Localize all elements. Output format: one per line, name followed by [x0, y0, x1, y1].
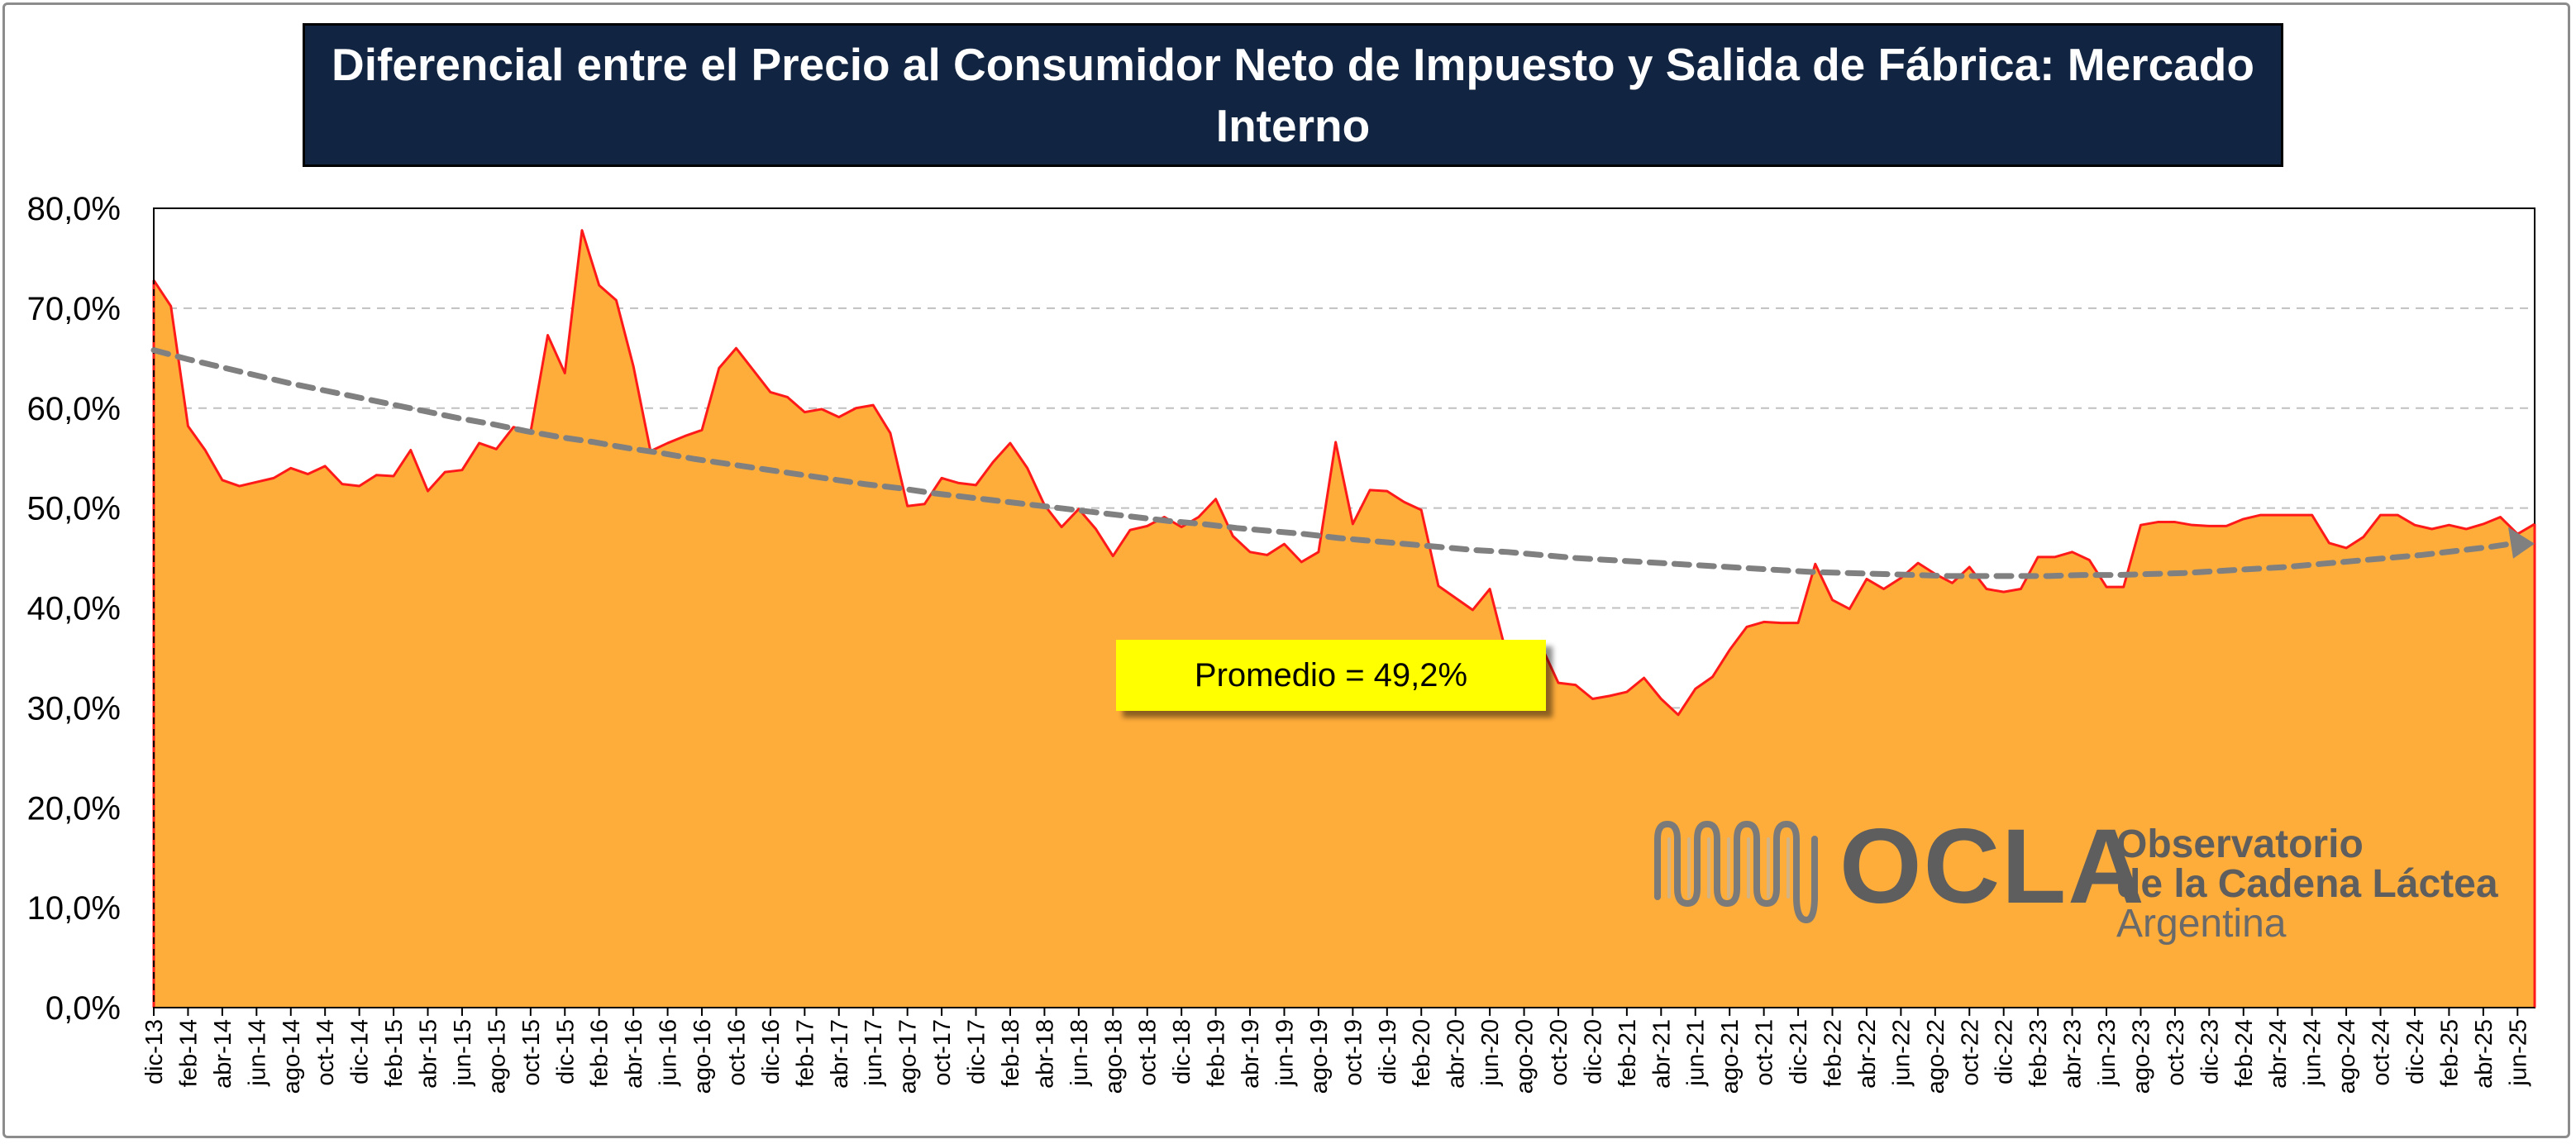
x-tick-label: abr-21 [1648, 1019, 1675, 1089]
x-tick-label: oct-21 [1752, 1019, 1778, 1086]
x-tick-label: dic-19 [1375, 1019, 1401, 1084]
x-tick-label: feb-15 [381, 1019, 408, 1087]
x-tick-label: ago-23 [2128, 1019, 2154, 1094]
x-tick-label: abr-18 [1032, 1019, 1058, 1089]
y-tick-label: 70,0% [27, 291, 121, 327]
x-tick-label: oct-24 [2368, 1019, 2395, 1086]
x-tick-label: dic-16 [758, 1019, 785, 1084]
x-tick-label: abr-15 [416, 1019, 442, 1089]
x-tick-label: oct-16 [723, 1019, 750, 1086]
plot-area: 0,0% 10,0% 20,0% 30,0% 40,0% 50,0% 60,0% 70,0% 8… [27, 191, 2536, 1094]
x-tick-label: jun-18 [1066, 1019, 1093, 1087]
x-tick-label: ago-17 [895, 1019, 922, 1094]
x-tick-label: dic-24 [2402, 1019, 2429, 1084]
logo-acronym: OCLA [1839, 808, 2146, 926]
ocla-logo-icon [1654, 820, 1818, 924]
x-tick-label: oct-20 [1546, 1019, 1572, 1086]
x-tick-label: abr-17 [827, 1019, 853, 1089]
x-tick-label: dic-15 [552, 1019, 579, 1084]
x-tick-label: abr-24 [2265, 1019, 2292, 1089]
x-tick-label: jun-22 [1888, 1019, 1915, 1087]
x-tick-label: jun-20 [1477, 1019, 1504, 1087]
x-tick-label: feb-16 [587, 1019, 613, 1087]
x-tick-label: dic-22 [1992, 1019, 2018, 1084]
x-tick-label: dic-21 [1786, 1019, 1812, 1084]
x-tick-label: dic-20 [1580, 1019, 1606, 1084]
x-tick-label: jun-23 [2094, 1019, 2120, 1087]
x-tick-label: feb-14 [175, 1019, 202, 1087]
y-tick-label: 60,0% [27, 391, 121, 427]
x-tick-label: abr-25 [2471, 1019, 2497, 1089]
x-tick-label: abr-16 [621, 1019, 647, 1089]
x-tick-label: jun-15 [450, 1019, 476, 1087]
average-annotation: Promedio = 49,2% [1116, 640, 1546, 711]
trend-arrowhead [2508, 527, 2535, 559]
x-tick-label: oct-23 [2163, 1019, 2189, 1086]
x-tick-label: jun-16 [656, 1019, 682, 1087]
x-tick-label: dic-18 [1169, 1019, 1195, 1084]
x-tick-label: dic-17 [964, 1019, 990, 1084]
x-tick-label: oct-17 [929, 1019, 956, 1086]
chart-title-box: Diferencial entre el Precio al Consumido… [303, 23, 2283, 167]
x-tick-label: abr-20 [1443, 1019, 1470, 1089]
y-tick-label: 20,0% [27, 790, 121, 827]
y-tick-label: 80,0% [27, 191, 121, 227]
x-tick-label: ago-21 [1717, 1019, 1744, 1094]
x-tick-label: dic-23 [2197, 1019, 2223, 1084]
x-tick-label: abr-19 [1238, 1019, 1264, 1089]
x-tick-label: jun-21 [1683, 1019, 1710, 1087]
x-tick-label: feb-17 [792, 1019, 818, 1087]
y-tick-label: 0,0% [45, 990, 121, 1027]
x-tick-label: jun-19 [1271, 1019, 1298, 1087]
x-tick-label: jun-25 [2505, 1019, 2531, 1087]
x-tick-label: feb-21 [1615, 1019, 1641, 1087]
x-tick-label: abr-23 [2060, 1019, 2087, 1089]
trend-line [150, 347, 2526, 579]
x-tick-label: jun-24 [2300, 1019, 2326, 1087]
chart-title: Diferencial entre el Precio al Consumido… [332, 39, 2254, 151]
average-annotation-text: Promedio = 49,2% [1194, 656, 1468, 694]
logo-line-2: de la Cadena Láctea [2116, 862, 2498, 906]
x-tick-label: ago-22 [1923, 1019, 1949, 1094]
series-line [152, 229, 2535, 717]
x-tick-label: feb-18 [998, 1019, 1024, 1087]
x-tick-label: oct-22 [1957, 1019, 1983, 1086]
y-tick-label: 10,0% [27, 890, 121, 927]
x-tick-label: abr-22 [1854, 1019, 1881, 1089]
logo-line-1: Observatorio [2116, 822, 2364, 866]
x-tick-label: ago-20 [1512, 1019, 1538, 1094]
x-tick-label: feb-24 [2231, 1019, 2258, 1087]
y-tick-label: 40,0% [27, 591, 121, 627]
y-tick-label: 30,0% [27, 690, 121, 727]
x-tick-label: ago-15 [484, 1019, 510, 1094]
x-tick-label: ago-18 [1100, 1019, 1127, 1094]
x-tick-label: ago-16 [689, 1019, 716, 1094]
x-tick-label: feb-23 [2025, 1019, 2052, 1087]
series-area [154, 230, 2535, 1008]
x-tick-label: jun-14 [244, 1019, 270, 1087]
x-tick-label: abr-14 [210, 1019, 236, 1089]
x-tick-label: oct-18 [1135, 1019, 1162, 1086]
logo-organization-name: Observatorio de la Cadena Láctea Argenti… [2116, 825, 2498, 944]
x-tick-label: ago-19 [1306, 1019, 1333, 1094]
x-tick-label: feb-22 [1820, 1019, 1847, 1087]
x-tick-label: oct-15 [518, 1019, 545, 1086]
x-tick-label: feb-19 [1204, 1019, 1230, 1087]
x-tick-label: oct-14 [312, 1019, 339, 1086]
x-tick-label: feb-20 [1409, 1019, 1435, 1087]
x-tick-label: dic-14 [347, 1019, 374, 1084]
logo-line-3: Argentina [2116, 902, 2287, 946]
x-tick-label: feb-25 [2436, 1019, 2463, 1087]
y-tick-label: 50,0% [27, 491, 121, 527]
x-tick-label: ago-14 [279, 1019, 305, 1094]
x-tick-label: jun-17 [861, 1019, 887, 1087]
x-tick-label: oct-19 [1340, 1019, 1367, 1086]
x-tick-label: dic-13 [141, 1019, 168, 1084]
x-tick-label: ago-24 [2334, 1019, 2360, 1094]
